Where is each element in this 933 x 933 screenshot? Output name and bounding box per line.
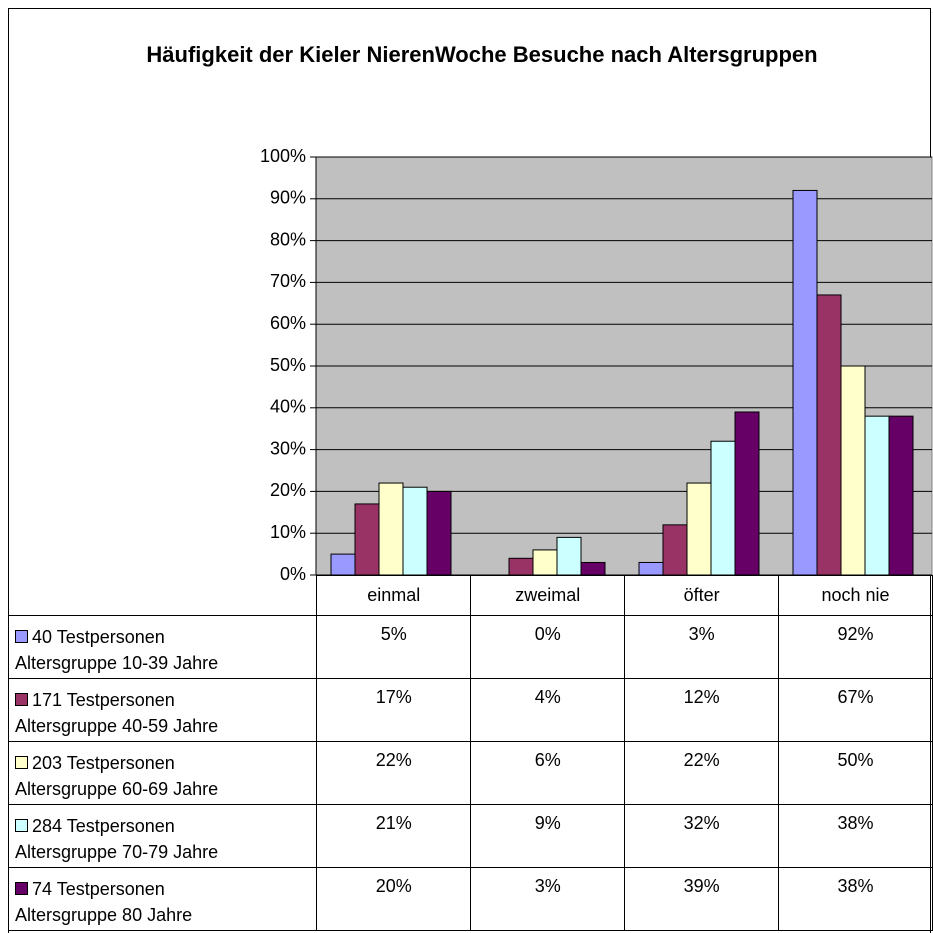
bar [638, 561, 664, 576]
legend-cell: 40 Testpersonen Altersgruppe 10-39 Jahre [7, 615, 318, 679]
value-label: 3% [470, 867, 626, 931]
y-tick-label: 10% [270, 522, 306, 542]
legend-cell: 284 Testpersonen Altersgruppe 70-79 Jahr… [7, 804, 318, 868]
legend-swatch [15, 756, 28, 769]
table-header-row: einmal zweimal öfter noch nie [8, 575, 933, 616]
y-tick-label: 20% [270, 480, 306, 500]
legend-swatch [15, 819, 28, 832]
value-label: 32% [624, 804, 780, 868]
bar [532, 549, 558, 576]
legend-swatch [15, 882, 28, 895]
legend-swatch [15, 693, 28, 706]
bar [710, 440, 736, 576]
value-label: 0% [470, 615, 626, 679]
value-label: 38% [778, 867, 933, 931]
value-label: 17% [316, 678, 472, 742]
legend-label: 74 Testpersonen Altersgruppe 80 Jahre [15, 879, 193, 925]
table-row: 284 Testpersonen Altersgruppe 70-79 Jahr… [7, 804, 933, 868]
bar [662, 524, 688, 576]
bar [816, 294, 842, 576]
bar [792, 189, 818, 576]
y-tick-label: 60% [270, 313, 306, 333]
y-tick-label: 50% [270, 355, 306, 375]
value-label: 38% [778, 804, 933, 868]
value-label: 50% [778, 741, 933, 805]
legend-cell: 203 Testpersonen Altersgruppe 60-69 Jahr… [7, 741, 318, 805]
bar [686, 482, 712, 576]
legend-swatch [15, 630, 28, 643]
value-label: 22% [316, 741, 472, 805]
y-tick-label: 70% [270, 271, 306, 291]
value-label: 4% [470, 678, 626, 742]
bar [378, 482, 404, 576]
value-label: 20% [316, 867, 472, 931]
value-label: 6% [470, 741, 626, 805]
value-label: 12% [624, 678, 780, 742]
bar [330, 553, 356, 576]
value-label: 92% [778, 615, 933, 679]
y-tick-label: 80% [270, 229, 306, 249]
table-row: 40 Testpersonen Altersgruppe 10-39 Jahre… [7, 615, 933, 679]
y-tick-label: 30% [270, 438, 306, 458]
legend-label: 171 Testpersonen Altersgruppe 40-59 Jahr… [15, 690, 219, 736]
y-tick-label: 40% [270, 397, 306, 417]
bar [556, 536, 582, 576]
legend-cell: 171 Testpersonen Altersgruppe 40-59 Jahr… [7, 678, 318, 742]
category-label: öfter [624, 575, 780, 616]
bar [888, 415, 914, 576]
bar [508, 557, 534, 576]
value-label: 21% [316, 804, 472, 868]
value-label: 39% [624, 867, 780, 931]
bar [840, 365, 866, 576]
y-tick-label: 90% [270, 188, 306, 208]
category-label: zweimal [470, 575, 626, 616]
chart-title: Häufigkeit der Kieler NierenWoche Besuch… [146, 42, 818, 67]
data-table: einmal zweimal öfter noch nie 40 Testpersone… [7, 575, 933, 931]
table-row: 203 Testpersonen Altersgruppe 60-69 Jahr… [7, 741, 933, 805]
y-tick-label: 100% [260, 146, 306, 166]
table-corner [8, 575, 318, 616]
legend-cell: 74 Testpersonen Altersgruppe 80 Jahre [7, 867, 318, 931]
bar [402, 486, 428, 576]
value-label: 9% [470, 804, 626, 868]
bar [734, 411, 760, 576]
legend-label: 40 Testpersonen Altersgruppe 10-39 Jahre [15, 627, 219, 673]
value-label: 3% [624, 615, 780, 679]
legend-label: 203 Testpersonen Altersgruppe 60-69 Jahr… [15, 753, 219, 799]
value-label: 22% [624, 741, 780, 805]
bar [864, 415, 890, 576]
category-label: einmal [316, 575, 472, 616]
value-label: 67% [778, 678, 933, 742]
value-label: 5% [316, 615, 472, 679]
bar [354, 503, 380, 576]
legend-label: 284 Testpersonen Altersgruppe 70-79 Jahr… [15, 816, 219, 862]
table-row: 74 Testpersonen Altersgruppe 80 Jahre 20%… [7, 867, 933, 931]
bar [426, 490, 452, 576]
bar [580, 561, 606, 576]
category-label: noch nie [778, 575, 933, 616]
table-row: 171 Testpersonen Altersgruppe 40-59 Jahr… [7, 678, 933, 742]
